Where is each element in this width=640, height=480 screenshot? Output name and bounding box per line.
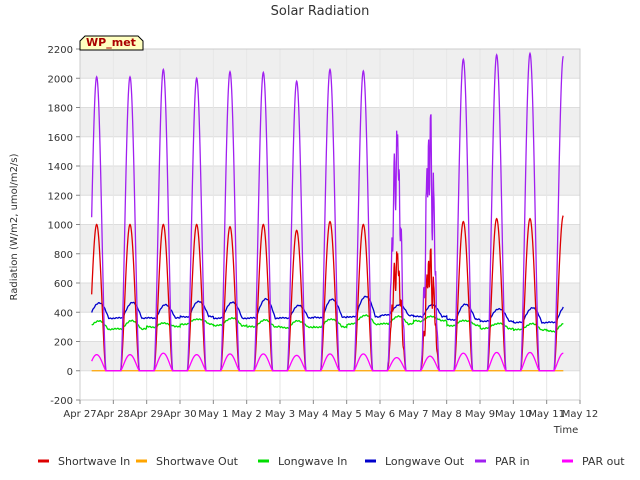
- legend-label: Shortwave Out: [156, 455, 239, 468]
- x-tick-label: May 12: [562, 409, 599, 420]
- y-tick-label: 0: [67, 367, 73, 378]
- x-tick-label: May 5: [332, 409, 362, 420]
- x-tick-label: May 8: [432, 409, 462, 420]
- x-tick-label: May 6: [365, 409, 395, 420]
- x-tick-label: May 1: [198, 409, 228, 420]
- y-tick-label: 1400: [48, 162, 73, 173]
- legend-label: PAR in: [495, 455, 530, 468]
- y-tick-label: 2000: [48, 74, 73, 85]
- y-tick-label: -200: [50, 396, 73, 407]
- grid-band: [80, 49, 580, 79]
- grid-band: [80, 107, 580, 137]
- y-tick-label: 1600: [48, 133, 73, 144]
- x-tick-label: Apr 30: [163, 409, 196, 420]
- x-tick-label: May 10: [495, 409, 532, 420]
- x-tick-label: Apr 29: [130, 409, 163, 420]
- series-layer: [91, 51, 564, 372]
- x-tick-label: May 4: [298, 409, 328, 420]
- y-tick-label: 600: [54, 279, 73, 290]
- x-tick-label: May 2: [232, 409, 262, 420]
- x-tick-label: May 7: [398, 409, 428, 420]
- legend-label: Longwave Out: [385, 455, 465, 468]
- chart-title: Solar Radiation: [271, 4, 370, 19]
- y-tick-label: 1800: [48, 104, 73, 115]
- grid-band: [80, 166, 580, 196]
- y-axis-label: Radiation (W/m2, umol/m2/s): [9, 153, 20, 300]
- legend-label: Shortwave In: [58, 455, 130, 468]
- x-tick-label: May 3: [265, 409, 295, 420]
- legend-label: Longwave In: [278, 455, 347, 468]
- y-tick-label: 1000: [48, 221, 73, 232]
- y-tick-label: 1200: [48, 191, 73, 202]
- x-tick-label: May 11: [528, 409, 565, 420]
- x-axis-label: Time: [553, 425, 578, 436]
- x-tick-label: Apr 27: [63, 409, 96, 420]
- x-tick-label: May 9: [465, 409, 495, 420]
- station-label-box: WP_met: [79, 35, 144, 51]
- y-tick-label: 2200: [48, 45, 73, 56]
- legend-label: PAR out: [582, 455, 625, 468]
- grid-band: [80, 224, 580, 254]
- station-label: WP_met: [86, 36, 136, 49]
- series-line-par-out: [91, 351, 564, 372]
- y-tick-label: 200: [54, 338, 73, 349]
- grid-band: [80, 341, 580, 371]
- legend: Shortwave In Shortwave Out Longwave In Long…: [38, 455, 625, 468]
- grid-band: [80, 283, 580, 313]
- grid-bands: [80, 49, 580, 371]
- x-tick-label: Apr 28: [97, 409, 130, 420]
- y-tick-label: 400: [54, 308, 73, 319]
- y-axis-ticks: -200 0 200 400 600 800 1000 1200 1400 1600 1800 200…: [48, 45, 80, 407]
- y-tick-label: 800: [54, 250, 73, 261]
